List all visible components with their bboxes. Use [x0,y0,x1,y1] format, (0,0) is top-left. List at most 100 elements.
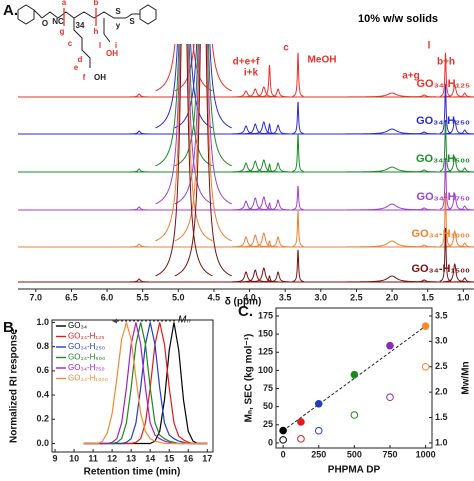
panel-label: C. [238,303,253,320]
y-tick-label: 0.0 [36,438,49,448]
structure-label: c [68,39,73,48]
y2-tick-label: 3.0 [435,336,448,346]
y2-axis-label: Mw/Mn [461,361,472,394]
panel-label: A. [3,2,18,19]
x-axis-label: PHPMA DP [328,465,381,476]
peak [174,44,232,277]
legend-label: GO₃₄-H₂₅₀ [416,115,470,127]
peak [407,207,442,211]
peak [292,52,304,97]
peak [174,44,232,205]
peak [240,88,270,98]
peak [346,275,438,283]
x-tick-label: 1000 [416,449,436,459]
point [386,393,394,402]
point [314,399,323,408]
structure-label: NC [52,17,64,26]
x-tick-label: 2.5 [350,292,363,302]
structure-label: e [74,63,79,72]
y-tick-label: 0.2 [36,414,49,424]
peak [155,44,213,242]
x-tick-label: 4.5 [208,292,221,302]
x-tick-label: 500 [347,449,362,459]
peak [292,210,304,247]
structure-label: g [60,27,65,36]
point [297,418,305,426]
y-axis-label: Normalized RI response [9,329,20,443]
x-tick-label: 0 [281,449,286,459]
x-tick-label: 3.0 [315,292,328,302]
peak [439,83,452,134]
legend-label: GO₃₄-H₂₅₀ [68,342,105,351]
peak [155,44,213,277]
structure-label: y [116,21,121,30]
peak [262,163,277,173]
point [350,370,359,379]
point [421,322,430,330]
peak [127,93,151,98]
peak [262,275,277,283]
peak [453,92,474,98]
y-tick-label: 175 [258,310,273,320]
peak [439,119,452,172]
peak [262,64,277,98]
peak [407,169,442,173]
peak [266,88,290,98]
y2-tick-label: 2.5 [435,361,448,371]
y2-tick-label: 1.5 [435,412,448,422]
peak [266,124,290,135]
x-tick-label: 6.5 [65,292,78,302]
legend-label: GO₃₄-H₇₅₀ [417,191,470,203]
structure-label: a [62,0,67,7]
peak [439,192,452,247]
peak [127,168,151,173]
y2-tick-label: 3.5 [435,310,448,320]
peak [155,44,213,92]
x-tick-label: 17 [202,453,212,463]
x-tick-label: 1.0 [457,292,470,302]
peak [407,131,442,135]
peak [266,199,290,211]
peak-label: MeOH [308,55,337,66]
peak [155,44,213,205]
peak [439,52,452,97]
x-tick-label: 16 [183,453,193,463]
structure-label: b [94,0,99,7]
x-tick-label: 750 [382,449,397,459]
peak [443,119,467,135]
peak [443,84,467,98]
y-tick-label: 75 [263,383,273,393]
x-tick-label: 14 [145,453,155,463]
peak [292,249,304,282]
point [297,435,305,443]
structure-label: OH [106,49,118,58]
peak [292,185,304,211]
arrowhead [112,318,117,324]
structure-label: f [83,73,86,82]
peak-label: c [283,43,289,54]
x-tick-label: 3.5 [279,292,292,302]
legend-label: GO₃₄-H₁₀₀₀ [412,228,471,240]
point [421,362,430,371]
x-tick-label: 1.5 [421,292,434,302]
peak-label: l [428,41,431,52]
peak [262,123,277,135]
peak [346,92,438,98]
y2-tick-label: 1.0 [435,437,448,447]
x-tick-label: 2.0 [386,292,399,302]
structure-label: d [78,55,83,64]
structure [17,4,157,68]
peak [127,243,151,248]
peak [292,101,304,134]
y-tick-label: 100 [258,365,273,375]
peak [266,271,290,283]
legend-label: GO₃₄-H₇₅₀ [68,363,105,372]
peak [453,205,474,211]
peak [127,206,151,211]
peak [453,167,474,173]
peak [174,44,232,242]
structure-label: OH [94,73,106,82]
peak [453,129,474,135]
peak [292,133,304,172]
